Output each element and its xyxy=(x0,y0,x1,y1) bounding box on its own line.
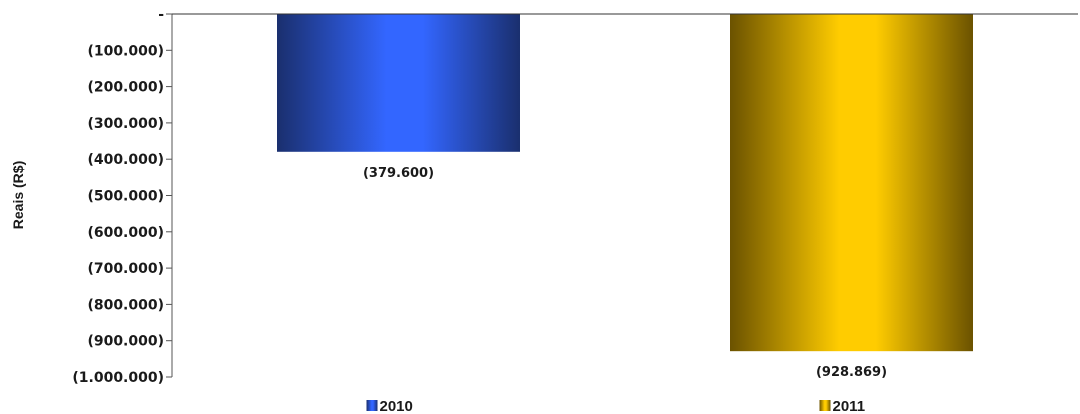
y-axis-ticks: - (100.000) (200.000) (300.000) (400.000) (50… xyxy=(72,7,172,386)
bars: (379.600) (928.869) xyxy=(277,14,973,380)
y-tick-label: (600.000) xyxy=(87,225,164,241)
y-tick-label: (700.000) xyxy=(87,261,164,277)
data-label-2010: (379.600) xyxy=(363,166,434,181)
y-tick-label: (800.000) xyxy=(87,297,164,313)
legend: 2010 2011 xyxy=(366,398,866,414)
bar-2010 xyxy=(277,14,520,152)
y-tick-label: - xyxy=(158,7,164,23)
y-tick-label: (200.000) xyxy=(87,80,164,96)
legend-label-2010: 2010 xyxy=(380,398,413,414)
legend-label-2011: 2011 xyxy=(833,398,866,414)
axes xyxy=(171,13,1078,377)
y-tick-label: (900.000) xyxy=(87,334,164,350)
y-tick-label: (300.000) xyxy=(87,116,164,132)
bar-2011 xyxy=(730,14,973,352)
legend-swatch-2011 xyxy=(819,400,831,411)
y-tick-label: (400.000) xyxy=(87,152,164,168)
legend-swatch-2010 xyxy=(366,400,378,411)
y-tick-label: (1.000.000) xyxy=(72,370,164,386)
y-axis-label: Reais (R$) xyxy=(10,161,26,229)
data-label-2011: (928.869) xyxy=(816,365,887,380)
y-tick-label: (500.000) xyxy=(87,189,164,205)
y-tick-label: (100.000) xyxy=(87,43,164,59)
